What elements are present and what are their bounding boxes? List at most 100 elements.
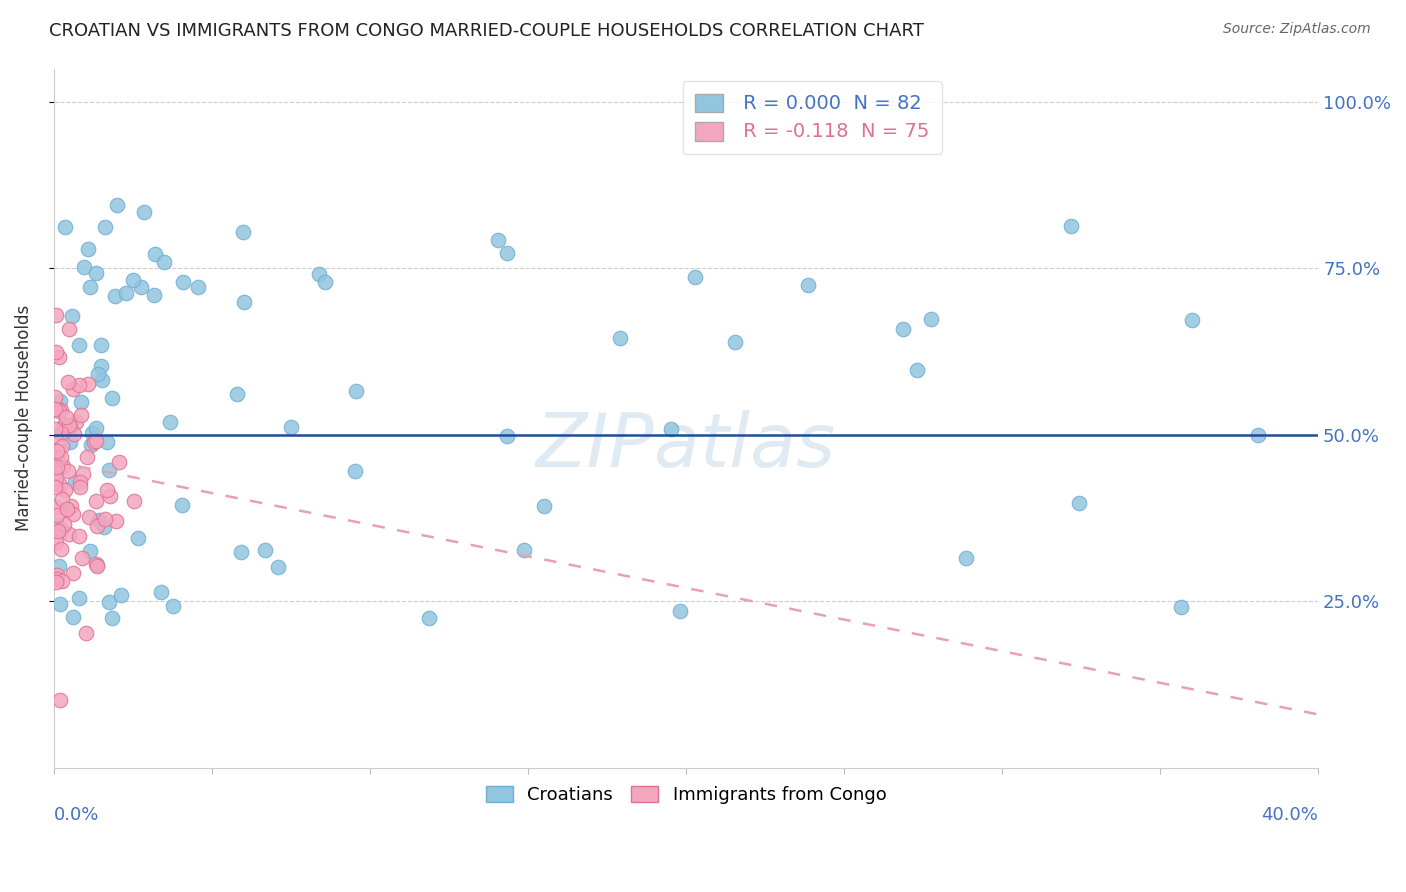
Point [62,609,84,624]
Point [48,524,70,539]
Point [344,464,367,478]
Text: Source: ZipAtlas.com: Source: ZipAtlas.com [1223,22,1371,37]
Point [44,429,66,443]
Point [49,450,72,464]
Point [96,435,118,450]
Point [45,500,67,514]
Point [44,402,66,417]
Point [62,427,84,442]
Y-axis label: Married-couple Households: Married-couple Households [15,305,32,532]
Point [90,338,112,352]
Point [110,587,132,601]
Point [79,510,101,524]
Point [149,585,172,599]
Point [96,483,118,497]
Point [44,480,66,494]
Point [418,611,440,625]
Point [105,198,128,212]
Point [48,404,70,418]
Point [1181,313,1204,327]
Point [152,254,174,268]
Point [609,331,631,345]
Point [280,420,302,434]
Point [314,275,336,289]
Point [122,273,145,287]
Point [122,494,145,508]
Point [254,543,277,558]
Point [1247,427,1270,442]
Point [97,595,120,609]
Legend:  R = 0.000  N = 82,  R = -0.118  N = 75: R = 0.000 N = 82, R = -0.118 N = 75 [683,81,942,154]
Point [44,456,66,470]
Point [60,499,83,513]
Point [87,367,110,381]
Point [101,391,124,405]
Point [62,507,84,521]
Point [97,462,120,476]
Point [159,415,181,429]
Point [58,527,80,541]
Point [84,421,107,435]
Point [659,422,682,436]
Point [83,434,105,449]
Point [45,344,67,359]
Point [56,376,79,390]
Point [308,267,330,281]
Point [45,450,67,465]
Point [132,205,155,219]
Point [45,535,67,549]
Point [86,558,108,572]
Point [56,464,79,478]
Point [893,322,915,336]
Point [51,574,73,589]
Point [486,233,509,247]
Point [44,467,66,481]
Point [45,471,67,485]
Point [45,575,67,590]
Point [267,560,290,574]
Point [67,529,90,543]
Point [796,278,818,293]
Point [724,335,747,350]
Point [104,514,127,528]
Point [67,591,90,605]
Point [53,418,76,433]
Point [496,246,519,260]
Point [533,499,555,513]
Point [55,410,77,425]
Text: CROATIAN VS IMMIGRANTS FROM CONGO MARRIED-COUPLE HOUSEHOLDS CORRELATION CHART: CROATIAN VS IMMIGRANTS FROM CONGO MARRIE… [49,22,924,40]
Point [225,387,247,401]
Point [49,478,72,492]
Point [58,418,80,433]
Point [46,568,69,582]
Point [108,455,131,469]
Text: 40.0%: 40.0% [1261,806,1319,824]
Point [51,439,73,453]
Point [55,483,77,497]
Point [45,308,67,322]
Point [513,543,536,558]
Point [129,280,152,294]
Point [44,422,66,436]
Point [90,359,112,374]
Point [70,409,93,423]
Point [48,693,70,707]
Point [46,517,69,532]
Point [48,394,70,409]
Point [76,450,98,464]
Point [48,351,70,365]
Point [115,286,138,301]
Point [1170,600,1192,615]
Point [80,426,103,441]
Point [94,219,117,234]
Point [60,309,83,323]
Point [77,376,100,391]
Point [920,312,942,326]
Point [84,557,107,571]
Point [162,599,184,614]
Point [46,444,69,458]
Point [72,260,94,274]
Point [79,280,101,294]
Point [91,373,114,387]
Text: ZIPatlas: ZIPatlas [536,410,837,482]
